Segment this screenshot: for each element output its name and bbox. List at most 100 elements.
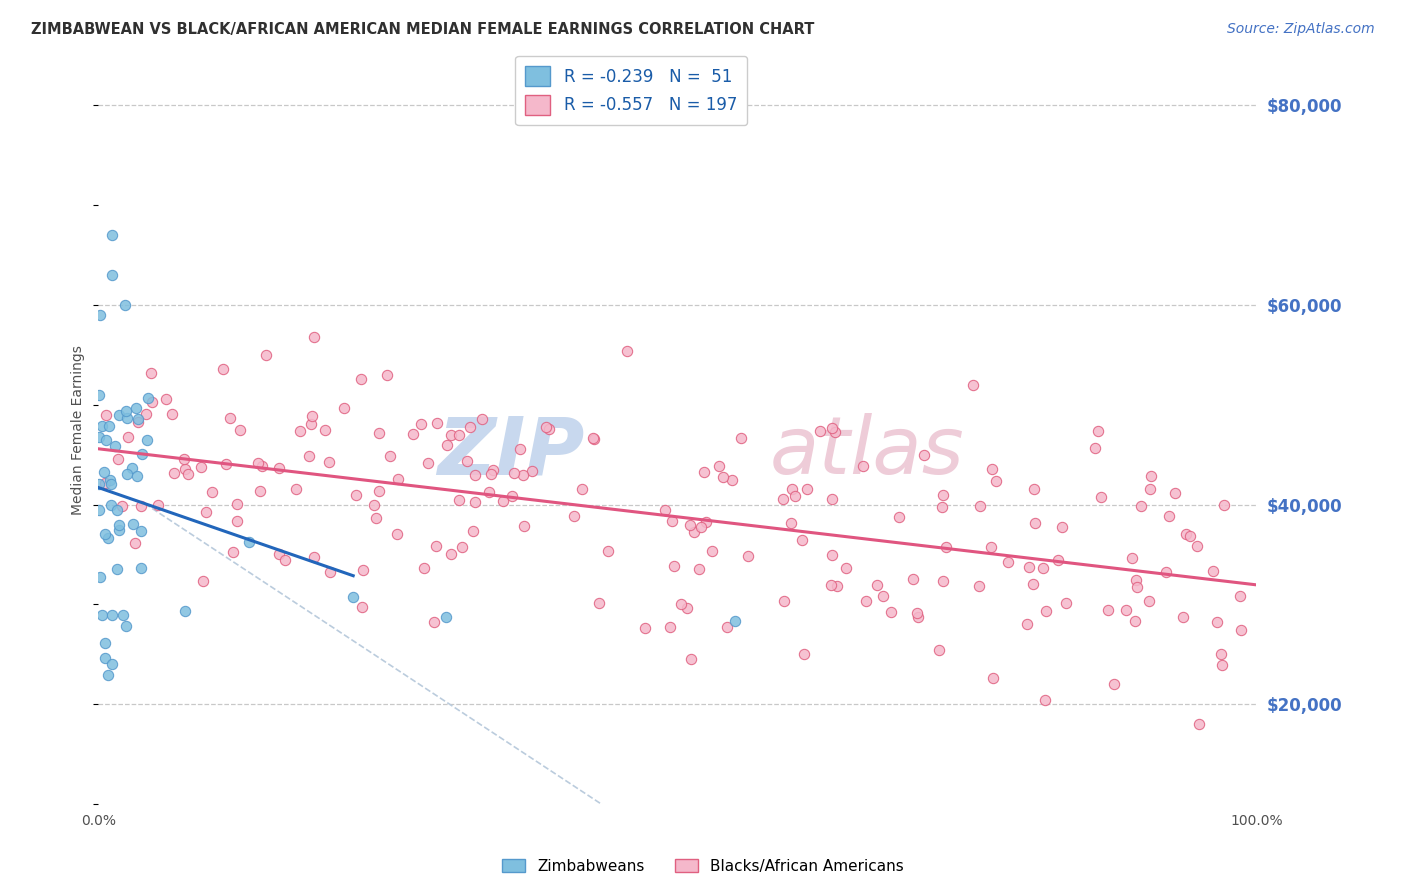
Point — [215, 457, 238, 471]
Point — [160, 407, 183, 421]
Point — [912, 448, 935, 462]
Point — [502, 467, 524, 481]
Point — [107, 452, 129, 467]
Point — [426, 416, 449, 430]
Point — [173, 604, 195, 618]
Point — [464, 495, 486, 509]
Point — [772, 492, 794, 507]
Point — [737, 549, 759, 563]
Point — [962, 377, 984, 392]
Point — [418, 456, 440, 470]
Point — [1017, 617, 1039, 632]
Point — [100, 477, 122, 491]
Point — [479, 467, 502, 481]
Point — [411, 417, 433, 431]
Point — [520, 464, 543, 478]
Point — [96, 434, 118, 448]
Point — [89, 429, 111, 443]
Point — [661, 514, 683, 528]
Point — [458, 420, 481, 434]
Point — [440, 547, 463, 561]
Point — [352, 599, 374, 614]
Point — [969, 499, 991, 513]
Point — [117, 429, 139, 443]
Point — [711, 469, 734, 483]
Point — [931, 500, 953, 514]
Point — [669, 597, 692, 611]
Point — [94, 635, 117, 649]
Point — [104, 439, 127, 453]
Point — [434, 610, 457, 624]
Point — [135, 434, 157, 448]
Point — [173, 451, 195, 466]
Point — [482, 463, 505, 477]
Point — [1024, 516, 1046, 531]
Point — [363, 498, 385, 512]
Point — [87, 477, 110, 491]
Point — [127, 411, 149, 425]
Point — [136, 391, 159, 405]
Point — [274, 553, 297, 567]
Point — [471, 411, 494, 425]
Point — [375, 368, 398, 383]
Point — [449, 428, 471, 442]
Point — [318, 455, 340, 469]
Point — [907, 609, 929, 624]
Point — [582, 431, 605, 445]
Point — [688, 562, 710, 576]
Point — [616, 344, 638, 359]
Point — [191, 574, 214, 588]
Point — [464, 468, 486, 483]
Point — [724, 614, 747, 628]
Point — [780, 482, 803, 496]
Point — [101, 268, 124, 282]
Point — [385, 527, 408, 541]
Point — [94, 527, 117, 541]
Point — [100, 657, 122, 671]
Legend: Zimbabweans, Blacks/African Americans: Zimbabweans, Blacks/African Americans — [496, 853, 910, 880]
Point — [537, 422, 560, 436]
Point — [598, 544, 620, 558]
Point — [1024, 482, 1046, 496]
Point — [664, 559, 686, 574]
Point — [716, 620, 738, 634]
Point — [997, 556, 1019, 570]
Point — [284, 482, 307, 496]
Point — [676, 601, 699, 615]
Point — [730, 431, 752, 445]
Point — [1123, 615, 1146, 629]
Text: Source: ZipAtlas.com: Source: ZipAtlas.com — [1227, 22, 1375, 37]
Point — [100, 227, 122, 242]
Point — [679, 517, 702, 532]
Point — [246, 456, 269, 470]
Point — [114, 298, 136, 312]
Point — [146, 499, 169, 513]
Point — [108, 523, 131, 537]
Point — [350, 371, 373, 385]
Point — [901, 572, 924, 586]
Point — [855, 594, 877, 608]
Point — [461, 524, 484, 539]
Point — [295, 817, 318, 831]
Point — [1205, 615, 1227, 629]
Point — [304, 330, 326, 344]
Point — [97, 668, 120, 682]
Point — [773, 593, 796, 607]
Point — [100, 498, 122, 512]
Point — [141, 395, 163, 409]
Point — [96, 408, 118, 422]
Point — [89, 570, 111, 584]
Point — [254, 348, 277, 362]
Point — [451, 540, 474, 554]
Point — [1104, 677, 1126, 691]
Point — [87, 502, 110, 516]
Point — [969, 579, 991, 593]
Point — [887, 509, 910, 524]
Point — [267, 547, 290, 561]
Point — [218, 411, 240, 425]
Point — [131, 524, 153, 538]
Point — [401, 426, 423, 441]
Point — [905, 606, 928, 620]
Point — [512, 468, 534, 483]
Point — [588, 596, 610, 610]
